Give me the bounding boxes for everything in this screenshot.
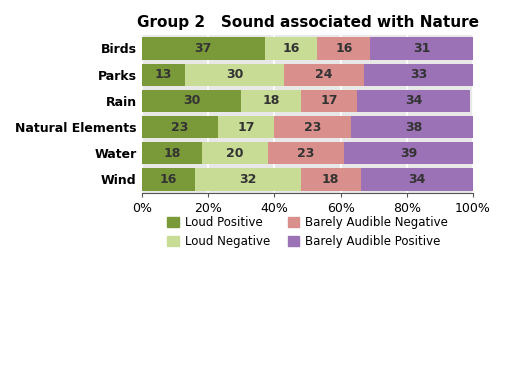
Legend: Loud Positive, Loud Negative, Barely Audible Negative, Barely Audible Positive: Loud Positive, Loud Negative, Barely Aud… <box>162 211 452 253</box>
Text: 18: 18 <box>321 173 339 186</box>
Bar <box>142 168 194 191</box>
Text: 34: 34 <box>404 94 421 107</box>
Text: 16: 16 <box>160 173 177 186</box>
Bar <box>142 116 218 138</box>
Bar <box>360 168 472 191</box>
Text: 23: 23 <box>171 121 188 134</box>
Text: 38: 38 <box>404 121 421 134</box>
Bar <box>284 63 363 86</box>
Bar <box>350 116 475 138</box>
Bar <box>185 63 284 86</box>
Text: 17: 17 <box>237 121 255 134</box>
Bar <box>357 90 469 112</box>
Bar <box>274 116 350 138</box>
Text: 30: 30 <box>226 68 243 81</box>
Text: 31: 31 <box>412 42 430 55</box>
Text: 20: 20 <box>226 147 243 160</box>
Bar <box>241 90 300 112</box>
Text: 30: 30 <box>183 94 200 107</box>
Text: 23: 23 <box>303 121 321 134</box>
Bar <box>142 63 185 86</box>
Text: 23: 23 <box>296 147 314 160</box>
Bar <box>343 142 472 165</box>
Text: 16: 16 <box>335 42 352 55</box>
Text: 16: 16 <box>282 42 299 55</box>
Title: Group 2   Sound associated with Nature: Group 2 Sound associated with Nature <box>136 15 478 30</box>
Text: 39: 39 <box>399 147 416 160</box>
Bar <box>142 37 264 59</box>
Bar <box>267 142 343 165</box>
Text: 34: 34 <box>408 173 425 186</box>
Bar <box>142 142 201 165</box>
Bar <box>370 37 472 59</box>
Bar <box>317 37 370 59</box>
Bar <box>264 37 317 59</box>
Text: 18: 18 <box>262 94 279 107</box>
Text: 33: 33 <box>409 68 426 81</box>
Bar <box>300 168 360 191</box>
Text: 18: 18 <box>163 147 180 160</box>
Text: 37: 37 <box>194 42 212 55</box>
Bar <box>363 63 472 86</box>
Bar <box>201 142 267 165</box>
Text: 32: 32 <box>239 173 256 186</box>
Bar <box>142 90 241 112</box>
Text: 24: 24 <box>315 68 332 81</box>
Text: 17: 17 <box>320 94 337 107</box>
Bar <box>218 116 274 138</box>
Bar <box>300 90 357 112</box>
Text: 13: 13 <box>155 68 172 81</box>
Bar <box>194 168 300 191</box>
